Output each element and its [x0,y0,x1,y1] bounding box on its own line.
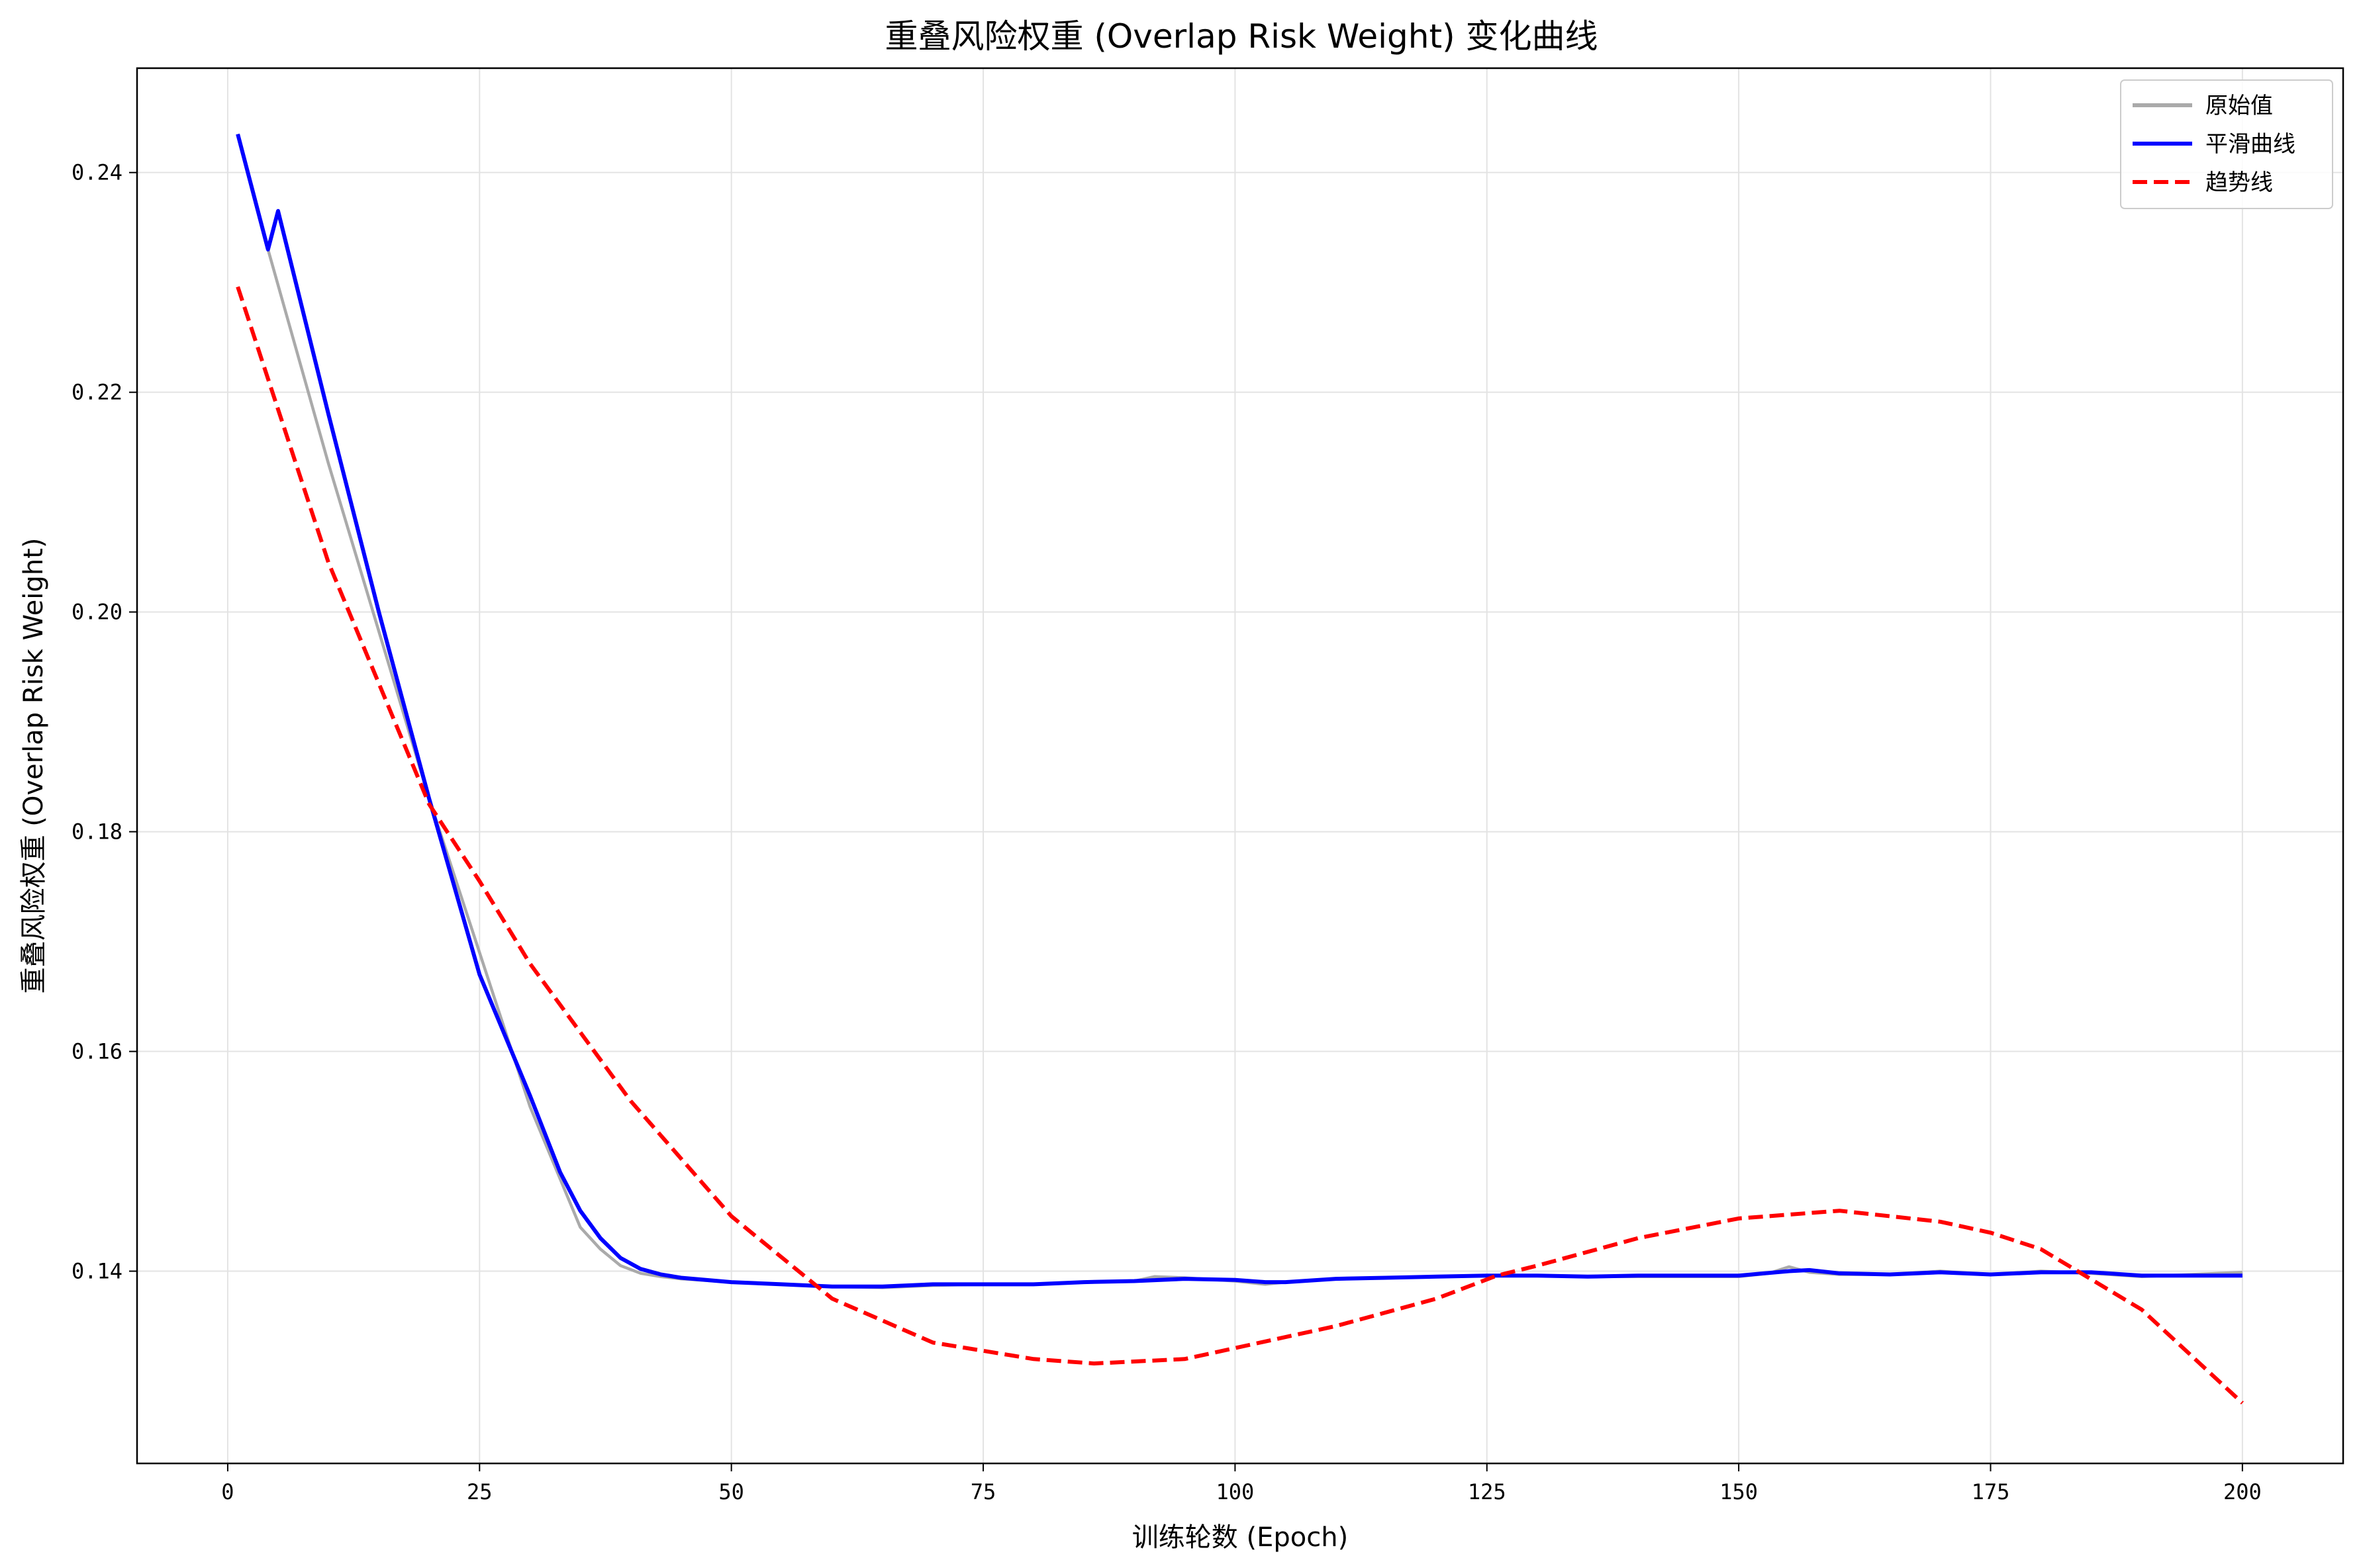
x-tick-label: 125 [1468,1479,1506,1504]
x-tick-label: 175 [1972,1479,2010,1504]
y-axis-label: 重叠风险权重 (Overlap Risk Weight) [19,538,49,994]
legend-box [2120,79,2333,209]
x-tick-label: 0 [221,1479,234,1504]
plot-series [236,133,2244,1405]
plot-frame [136,67,2344,1465]
y-tick-label: 0.20 [72,600,122,625]
axis-ticks: 0 25 50 75 100 125 150 175 200 0.14 0.16 0.18 0.20 0.… [72,160,2262,1504]
y-tick-label: 0.16 [72,1039,122,1064]
legend-label: 原始值 [2205,93,2273,119]
grid [137,68,2343,1463]
x-tick-label: 75 [971,1479,996,1504]
x-axis-label: 训练轮数 (Epoch) [1132,1522,1348,1553]
x-tick-label: 25 [467,1479,493,1504]
x-tick-label: 100 [1216,1479,1254,1504]
y-tick-label: 0.18 [72,819,122,845]
x-tick-label: 150 [1719,1479,1758,1504]
trend-line [236,286,2244,1405]
legend-label: 趋势线 [2205,169,2273,196]
smoothed-line [236,133,2242,1289]
x-tick-label: 200 [2223,1479,2262,1504]
x-tick-label: 50 [718,1479,744,1504]
y-tick-label: 0.24 [72,160,122,185]
legend-label: 平滑曲线 [2205,131,2295,158]
chart-title: 重叠风险权重 (Overlap Risk Weight) 变化曲线 [885,17,1598,56]
y-tick-label: 0.14 [72,1259,122,1284]
y-tick-label: 0.22 [72,380,122,405]
